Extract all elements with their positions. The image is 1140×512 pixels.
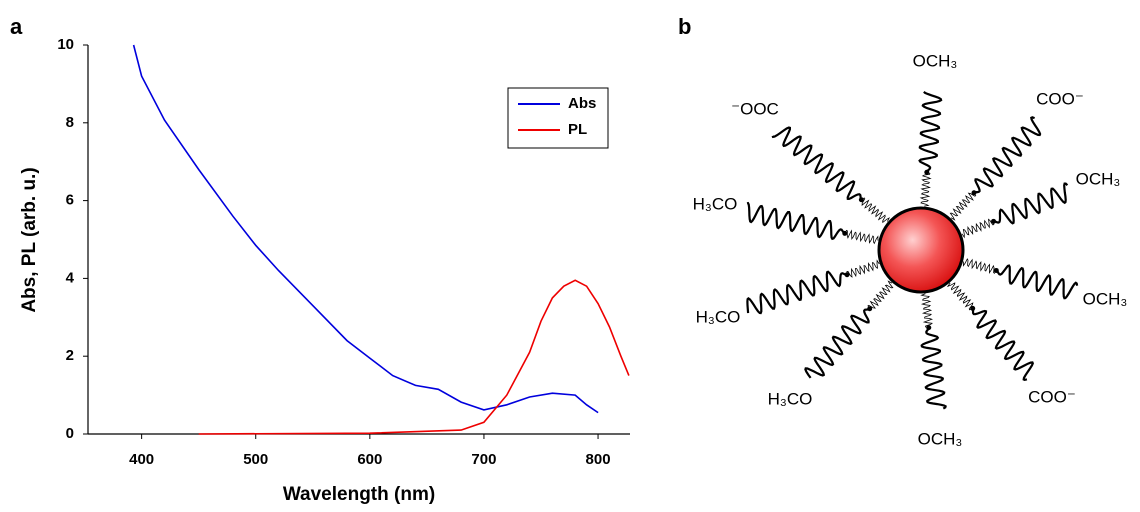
y-axis-label: Abs, PL (arb. u.) (19, 167, 40, 312)
ligand-spacer (961, 218, 995, 239)
ligand-shell (746, 90, 1079, 410)
ligand-joint (926, 325, 932, 331)
y-tick-label: 0 (66, 425, 74, 442)
group-label: H₃CO (696, 307, 741, 326)
ligand-coil (973, 116, 1042, 194)
ligand-coil (995, 264, 1079, 300)
ligand-coil (746, 201, 846, 241)
y-tick-label: 2 (66, 347, 74, 364)
ligand-spacer (962, 258, 998, 274)
y-tick-label: 4 (66, 269, 75, 286)
x-tick-label: 400 (129, 451, 154, 468)
ligand-joint (970, 305, 976, 311)
ligand-spacer (946, 282, 975, 311)
ligand-spacer (949, 191, 977, 221)
group-label: COO⁻ (1028, 387, 1076, 406)
ligand-spacer (919, 171, 932, 207)
ligand-joint (867, 306, 873, 312)
ligand-spacer (844, 229, 879, 245)
y-tick-label: 6 (66, 192, 74, 209)
group-label: H₃CO (693, 194, 738, 213)
group-label: COO⁻ (1036, 89, 1084, 108)
ligand-joint (993, 267, 999, 273)
x-tick-label: 800 (586, 451, 611, 468)
group-label: ⁻OOC (731, 99, 779, 118)
ligand-joint (924, 169, 930, 175)
ligand-spacer (920, 293, 934, 328)
legend-label: PL (568, 121, 587, 138)
ligand-joint (991, 218, 997, 224)
ligand-coil (918, 90, 943, 173)
ligand-spacer (867, 280, 894, 311)
y-tick-label: 10 (57, 36, 74, 53)
x-tick-label: 500 (243, 451, 268, 468)
x-tick-label: 700 (471, 451, 496, 468)
group-label: OCH₃ (913, 51, 958, 70)
x-tick-label: 600 (357, 451, 382, 468)
ligand-spacer (846, 259, 880, 278)
y-tick-label: 8 (66, 114, 74, 131)
panel-label: b (678, 14, 691, 39)
ligand-joint (971, 190, 977, 196)
legend-box (507, 87, 609, 149)
ligand-coil (993, 182, 1069, 225)
ligand-coil (746, 270, 847, 315)
data-line (198, 279, 630, 435)
group-label: OCH₃ (1076, 169, 1121, 188)
ligand-spacer (859, 197, 890, 224)
ligand-joint (842, 230, 848, 236)
legend-label: Abs (568, 95, 596, 112)
data-line (132, 44, 599, 414)
ligand-joint (858, 197, 864, 203)
nanoparticle (877, 206, 965, 294)
group-label: OCH₃ (918, 429, 963, 448)
ligand-coil (804, 307, 871, 379)
group-label: H₃CO (768, 389, 813, 408)
ligand-coil (971, 307, 1034, 382)
ligand-coil (920, 327, 947, 410)
ligand-joint (844, 272, 850, 278)
x-axis-label: Wavelength (nm) (283, 484, 435, 505)
ligand-coil (771, 126, 863, 201)
group-label: OCH₃ (1083, 289, 1128, 308)
panel-label: a (10, 14, 23, 39)
